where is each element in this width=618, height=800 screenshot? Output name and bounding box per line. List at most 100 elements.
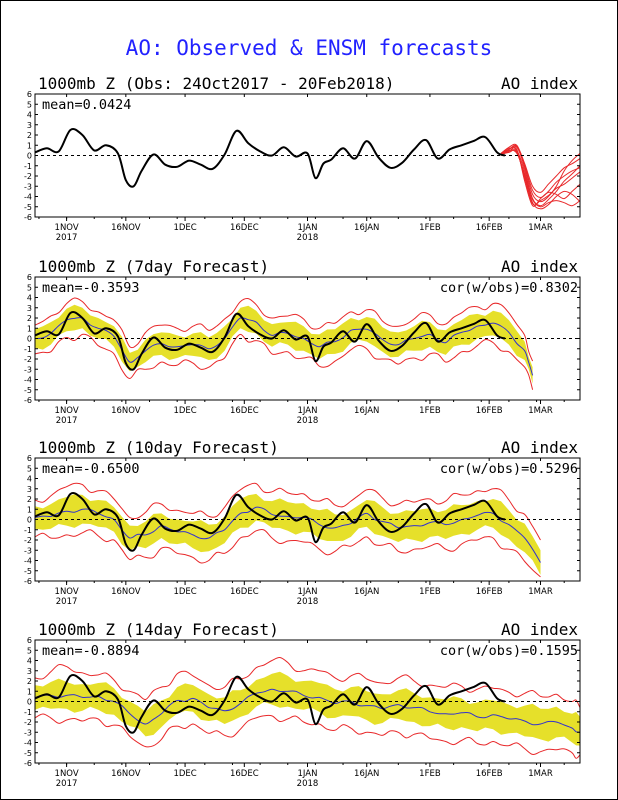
plot-area [35, 128, 580, 210]
panel-tag: AO index [500, 620, 578, 639]
panel-title: 1000mb Z (Obs: 24Oct2017 - 20Feb2018) [38, 74, 395, 93]
plot-area [35, 297, 580, 390]
ensemble-member-envelope [35, 528, 541, 578]
x-tick-year-label: 2018 [297, 233, 319, 243]
y-tick-label: 5 [27, 464, 32, 473]
x-tick-label: 16FEB [476, 769, 503, 779]
observed-ao-line [35, 492, 506, 552]
y-tick-label: -1 [24, 162, 32, 171]
y-tick-label: -1 [24, 345, 32, 354]
x-tick-year-label: 2017 [56, 233, 78, 243]
ensemble-member-line [500, 149, 580, 208]
y-tick-label: -3 [24, 365, 32, 374]
ensemble-member-envelope [35, 713, 580, 759]
y-tick-label: 0 [27, 698, 32, 707]
y-tick-label: -6 [24, 759, 32, 768]
observed-ao-line [35, 128, 506, 188]
x-tick-label: 16NOV [111, 406, 141, 416]
x-tick-year-label: 2017 [56, 779, 78, 789]
stat-mean-label: mean=-0.6500 [42, 461, 140, 477]
y-tick-label: -2 [24, 718, 32, 727]
x-tick-label: 1NOV [55, 769, 79, 779]
observed-ao-line [35, 674, 506, 734]
y-tick-label: 6 [27, 90, 32, 99]
y-tick-label: 1 [27, 505, 32, 514]
x-tick-label: 16FEB [476, 223, 503, 233]
y-tick-label: 0 [27, 335, 32, 344]
observed-ao-line [35, 311, 506, 371]
y-tick-label: 0 [27, 152, 32, 161]
x-tick-label: 16JAN [354, 223, 379, 233]
y-tick-label: 2 [27, 314, 32, 323]
x-tick-label: 16FEB [476, 587, 503, 597]
x-tick-year-label: 2018 [297, 416, 319, 426]
x-tick-year-label: 2017 [56, 597, 78, 607]
y-tick-label: -4 [24, 739, 32, 748]
panel-tag: AO index [500, 74, 578, 93]
x-tick-label: 1JAN [298, 587, 318, 597]
stat-correlation-label: cor(w/obs)=0.1595 [440, 643, 578, 659]
ensemble-member-line [500, 149, 580, 206]
y-tick-label: -6 [24, 396, 32, 405]
x-tick-label: 1DEC [173, 587, 196, 597]
x-tick-label: 16FEB [476, 406, 503, 416]
x-tick-label: 16DEC [230, 223, 259, 233]
ensemble-member-envelope [35, 482, 541, 541]
ensemble-member-envelope [35, 297, 534, 362]
y-tick-label: -5 [24, 567, 32, 576]
x-tick-label: 16DEC [230, 587, 259, 597]
y-tick-label: 0 [27, 516, 32, 525]
x-tick-label: 16JAN [354, 587, 379, 597]
x-tick-label: 1JAN [298, 223, 318, 233]
panel-tag: AO index [500, 438, 578, 457]
stat-mean-label: mean=-0.3593 [42, 280, 140, 296]
x-tick-label: 1NOV [55, 223, 79, 233]
y-tick-label: 4 [27, 111, 32, 120]
y-tick-label: 1 [27, 141, 32, 150]
x-tick-label: 1FEB [419, 769, 441, 779]
x-tick-label: 1MAR [528, 769, 553, 779]
y-tick-label: 6 [27, 273, 32, 282]
y-tick-label: 5 [27, 283, 32, 292]
x-tick-year-label: 2018 [297, 779, 319, 789]
x-tick-label: 16JAN [354, 769, 379, 779]
x-tick-label: 1NOV [55, 406, 79, 416]
x-tick-label: 1JAN [298, 406, 318, 416]
y-tick-label: 4 [27, 475, 32, 484]
y-tick-label: 3 [27, 304, 32, 313]
ensemble-member-envelope [35, 656, 580, 708]
x-tick-label: 16NOV [111, 223, 141, 233]
figure-title: AO: Observed & ENSM forecasts [125, 36, 493, 60]
y-tick-label: 5 [27, 646, 32, 655]
y-tick-label: -2 [24, 355, 32, 364]
ensemble-member-envelope [35, 333, 534, 390]
y-tick-label: -2 [24, 536, 32, 545]
stat-mean-label: mean=0.0424 [42, 97, 131, 113]
x-tick-label: 1FEB [419, 406, 441, 416]
panel-title: 1000mb Z (10day Forecast) [38, 438, 279, 457]
y-tick-label: -6 [24, 577, 32, 586]
y-tick-label: 4 [27, 294, 32, 303]
y-tick-label: -3 [24, 546, 32, 555]
x-tick-label: 1MAR [528, 587, 553, 597]
y-tick-label: -6 [24, 213, 32, 222]
ensemble-member-line [500, 147, 580, 207]
plot-area [35, 656, 580, 759]
x-tick-label: 16DEC [230, 406, 259, 416]
y-tick-label: 3 [27, 667, 32, 676]
stat-correlation-label: cor(w/obs)=0.8302 [440, 280, 578, 296]
stat-mean-label: mean=-0.8894 [42, 643, 140, 659]
ensemble-spread-band [35, 304, 533, 384]
ensemble-spread-band [35, 671, 580, 746]
y-tick-label: -5 [24, 203, 32, 212]
y-tick-label: 5 [27, 100, 32, 109]
x-tick-label: 1FEB [419, 223, 441, 233]
x-tick-label: 1NOV [55, 587, 79, 597]
x-tick-label: 16NOV [111, 769, 141, 779]
y-tick-label: -1 [24, 708, 32, 717]
y-tick-label: -2 [24, 172, 32, 181]
